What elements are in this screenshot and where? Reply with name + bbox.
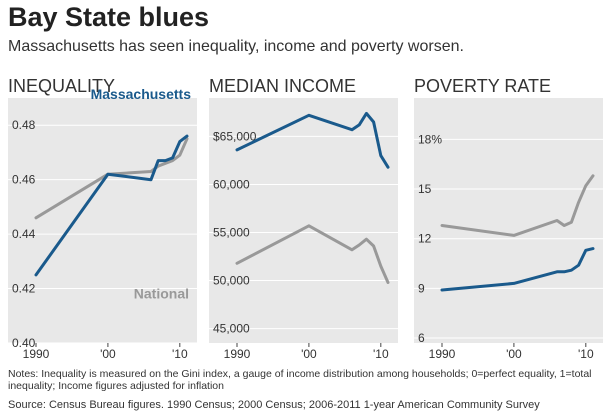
y-tick-label-2-0: 6: [418, 331, 425, 345]
panel-title-2: POVERTY RATE: [414, 76, 551, 96]
x-tick-label-2-1: '00: [506, 347, 522, 361]
series-line-1-0: [235, 224, 390, 284]
y-tick-label-1-2: 55,000: [213, 226, 250, 240]
y-tick-label-1-1: 50,000: [213, 274, 250, 288]
y-tick-label-2-3: 15: [418, 182, 432, 196]
y-tick-label-0-1: 0.42: [12, 282, 36, 296]
series-line-1-1: [235, 111, 390, 169]
y-tick-label-2-2: 12: [418, 232, 432, 246]
panel-title-0: INEQUALITY: [8, 76, 115, 96]
x-tick-label-0-1: '00: [100, 347, 116, 361]
y-tick-label-1-0: 45,000: [213, 322, 250, 336]
chart-title: Bay State blues: [8, 2, 210, 32]
chart-notes: Notes: Inequality is measured on the Gin…: [8, 368, 592, 392]
y-tick-label-2-1: 9: [418, 281, 425, 295]
series-line-2-0: [440, 174, 595, 237]
x-tick-label-1-0: 1990: [224, 347, 251, 361]
y-tick-label-0-4: 0.48: [12, 118, 36, 132]
series-label-0-0: Massachusetts: [91, 86, 192, 102]
y-tick-label-2-4: 18%: [418, 132, 442, 146]
chart-source: Source: Census Bureau figures. 1990 Cens…: [8, 399, 540, 411]
x-tick-label-0-2: '10: [172, 347, 188, 361]
x-tick-label-1-2: '10: [373, 347, 389, 361]
x-tick-label-0-0: 1990: [23, 347, 50, 361]
x-tick-label-2-2: '10: [578, 347, 594, 361]
y-tick-label-1-3: 60,000: [213, 177, 250, 191]
series-line-2-1: [440, 247, 595, 292]
y-tick-label-0-3: 0.46: [12, 173, 36, 187]
y-tick-label-1-4: $65,000: [213, 129, 257, 143]
series-line-0-1: [34, 134, 189, 277]
chart-subtitle: Massachusetts has seen inequality, incom…: [8, 38, 464, 55]
panel-background-1: [209, 98, 398, 343]
panel-background-2: [414, 98, 603, 343]
y-tick-label-0-0: 0.40: [12, 336, 36, 350]
y-tick-label-0-2: 0.44: [12, 227, 36, 241]
series-label-0-1: National: [134, 286, 189, 302]
panel-title-1: MEDIAN INCOME: [209, 76, 356, 96]
panel-background-0: [8, 98, 197, 343]
x-tick-label-1-1: '00: [301, 347, 317, 361]
x-tick-label-2-0: 1990: [429, 347, 456, 361]
